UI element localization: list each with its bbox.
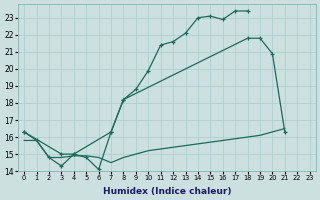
X-axis label: Humidex (Indice chaleur): Humidex (Indice chaleur) <box>103 187 231 196</box>
